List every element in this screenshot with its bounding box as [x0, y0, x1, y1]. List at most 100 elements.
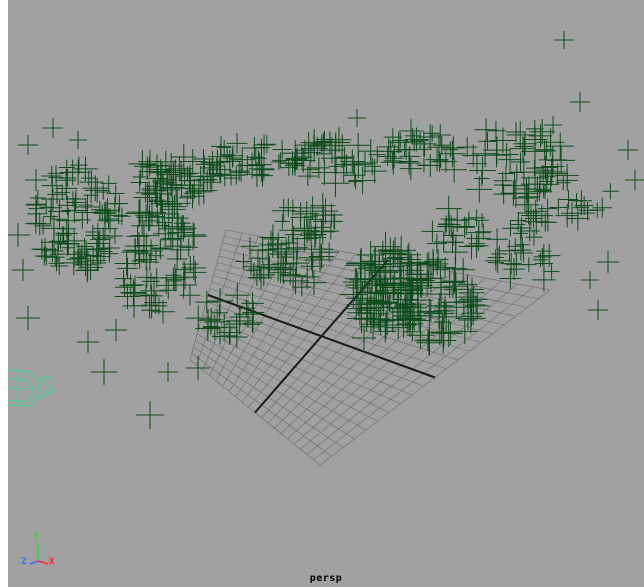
particle-locator[interactable]	[282, 140, 309, 167]
particle-locator[interactable]	[183, 260, 207, 284]
particle-locator[interactable]	[73, 156, 98, 182]
particle-locator[interactable]	[378, 237, 403, 262]
particle-locator[interactable]	[561, 202, 583, 225]
particle-locator[interactable]	[162, 194, 187, 219]
particle-locator[interactable]	[247, 152, 272, 177]
particle-locator[interactable]	[286, 236, 309, 259]
particle-locator[interactable]	[581, 271, 599, 289]
particle-locator[interactable]	[406, 252, 429, 275]
particle-locator[interactable]	[219, 147, 235, 163]
particle-locator[interactable]	[466, 176, 493, 203]
particle-locator[interactable]	[412, 278, 432, 298]
particle-locator[interactable]	[353, 150, 377, 175]
particle-locator[interactable]	[462, 144, 485, 167]
particle-locator[interactable]	[170, 239, 192, 261]
particle-locator[interactable]	[533, 155, 558, 180]
particle-locator[interactable]	[491, 245, 508, 262]
particle-locator[interactable]	[248, 155, 275, 182]
particle-locator[interactable]	[182, 255, 199, 273]
particle-locator[interactable]	[181, 255, 207, 281]
particle-locator[interactable]	[543, 263, 560, 280]
particle-locator[interactable]	[474, 118, 498, 142]
particle-locator[interactable]	[61, 250, 87, 276]
particle-locator[interactable]	[452, 318, 478, 345]
particle-locator[interactable]	[78, 198, 93, 213]
particle-locator[interactable]	[466, 226, 491, 251]
particle-locator[interactable]	[510, 239, 532, 261]
particle-locator[interactable]	[378, 136, 399, 157]
particle-locator[interactable]	[109, 206, 128, 225]
particle-locator[interactable]	[229, 160, 250, 182]
particle-locator[interactable]	[473, 170, 490, 187]
particle-locator[interactable]	[443, 240, 468, 265]
particle-locator[interactable]	[105, 319, 127, 341]
particle-locator[interactable]	[361, 271, 383, 293]
particle-locator[interactable]	[442, 141, 459, 158]
particle-locator[interactable]	[433, 137, 450, 154]
particle-locator[interactable]	[397, 151, 421, 175]
particle-locator[interactable]	[158, 163, 180, 185]
particle-locator[interactable]	[367, 278, 398, 309]
particle-locator[interactable]	[110, 194, 129, 213]
particle-locator[interactable]	[602, 183, 619, 200]
particle-locator[interactable]	[458, 233, 485, 260]
particle-locator[interactable]	[419, 154, 442, 177]
particle-locator[interactable]	[429, 151, 450, 173]
particle-locator[interactable]	[458, 310, 478, 330]
particle-locator[interactable]	[34, 217, 52, 235]
particle-locator[interactable]	[524, 176, 551, 202]
particle-locator[interactable]	[185, 305, 212, 331]
particle-locator[interactable]	[438, 321, 463, 346]
particle-locator[interactable]	[358, 139, 383, 163]
particle-locator[interactable]	[285, 148, 307, 170]
particle-locator[interactable]	[211, 304, 228, 322]
particle-locator[interactable]	[312, 198, 339, 224]
particle-locator[interactable]	[180, 149, 206, 175]
particle-locator[interactable]	[451, 257, 476, 282]
particle-locator[interactable]	[573, 199, 590, 216]
particle-locator[interactable]	[50, 257, 69, 275]
particle-locator[interactable]	[347, 173, 364, 190]
particle-locator[interactable]	[136, 401, 164, 429]
particle-locator[interactable]	[294, 264, 320, 290]
particle-locator[interactable]	[505, 253, 528, 276]
particle-locator[interactable]	[257, 134, 277, 154]
particle-locator[interactable]	[441, 287, 472, 318]
particle-locator[interactable]	[530, 204, 554, 227]
particle-locator[interactable]	[279, 261, 308, 290]
particle-locator[interactable]	[352, 285, 383, 316]
particle-locator[interactable]	[142, 177, 169, 204]
particle-locator[interactable]	[69, 131, 87, 149]
particle-locator[interactable]	[510, 152, 531, 172]
particle-locator[interactable]	[419, 300, 443, 323]
particle-locator[interactable]	[523, 208, 550, 235]
particle-locator[interactable]	[510, 217, 533, 239]
particle-locator[interactable]	[43, 209, 58, 224]
particle-locator[interactable]	[87, 240, 107, 260]
particle-locator[interactable]	[389, 297, 412, 320]
particle-locator[interactable]	[134, 244, 153, 263]
particle-locator[interactable]	[344, 268, 366, 290]
particle-locator[interactable]	[142, 272, 160, 291]
particle-locator[interactable]	[197, 169, 218, 190]
particle-locator[interactable]	[321, 169, 350, 198]
particle-locator[interactable]	[152, 172, 169, 190]
particle-locator[interactable]	[218, 149, 242, 174]
particle-locator[interactable]	[93, 202, 116, 225]
particle-locator[interactable]	[126, 238, 152, 264]
particle-locator[interactable]	[95, 184, 111, 200]
particle-locator[interactable]	[435, 195, 462, 222]
particle-locator[interactable]	[179, 284, 201, 306]
particle-locator[interactable]	[38, 199, 54, 215]
particle-locator[interactable]	[494, 142, 519, 167]
particle-locator[interactable]	[41, 165, 62, 187]
particle-locator[interactable]	[163, 189, 192, 218]
particle-locator[interactable]	[347, 300, 373, 326]
particle-locator[interactable]	[225, 313, 248, 336]
particle-locator[interactable]	[141, 296, 158, 314]
particle-locator[interactable]	[131, 252, 148, 269]
particle-locator[interactable]	[312, 134, 332, 154]
particle-locator[interactable]	[164, 159, 187, 182]
particle-locator[interactable]	[529, 119, 555, 145]
particle-locator[interactable]	[306, 235, 334, 263]
